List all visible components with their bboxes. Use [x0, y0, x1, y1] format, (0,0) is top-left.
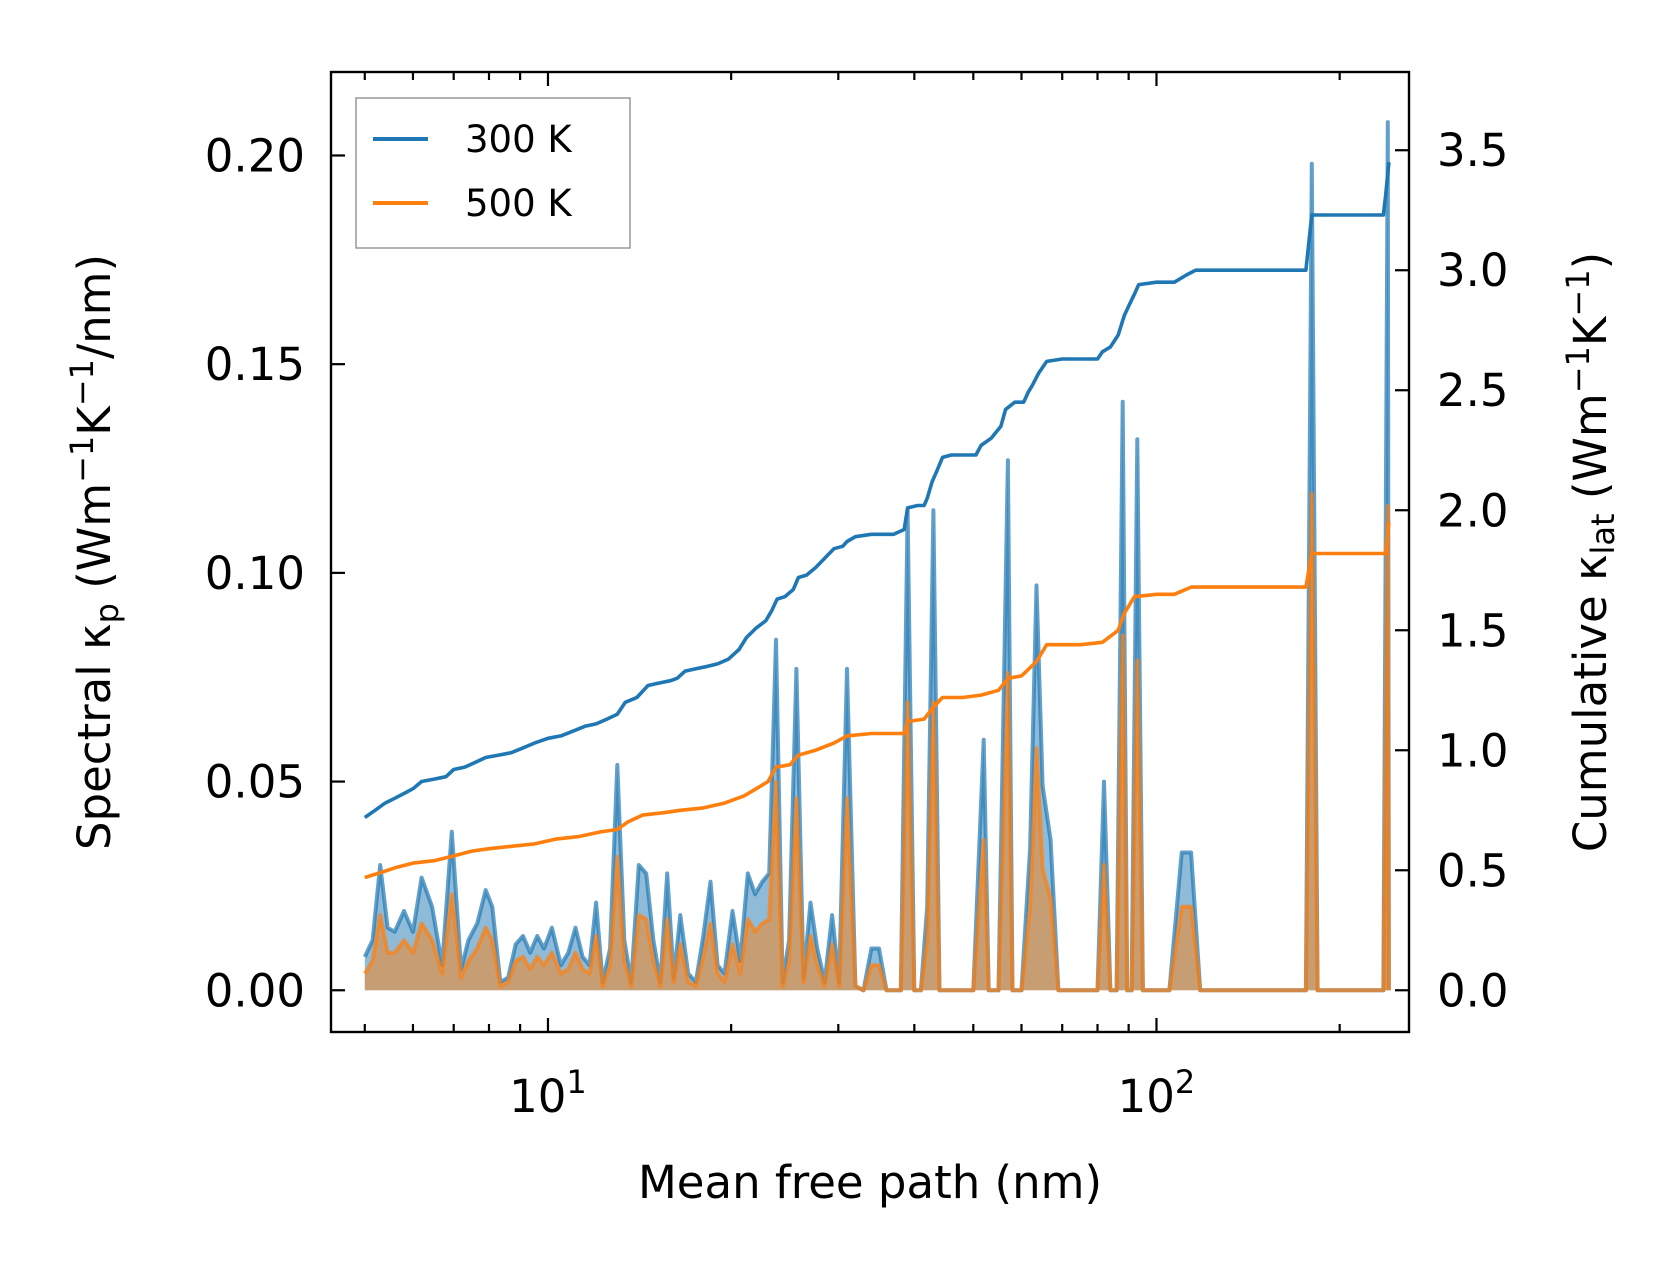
- left-y-tick-label: 0.10: [205, 547, 305, 600]
- legend-label-300k: 300 K: [465, 118, 573, 161]
- x-tick-label: 102: [1118, 1063, 1196, 1123]
- right-y-axis-label: Cumulative κlat (Wm−1K−1): [1559, 252, 1622, 852]
- x-tick-label: 101: [509, 1063, 587, 1123]
- right-y-tick-label: 1.5: [1437, 604, 1509, 657]
- right-y-tick-label: 0.5: [1437, 844, 1509, 897]
- left-y-tick-label: 0.05: [205, 756, 305, 809]
- right-y-tick-label: 1.0: [1437, 724, 1509, 777]
- legend-frame: [355, 97, 631, 249]
- plot-frame: [329, 70, 1411, 1034]
- ticks: 101 102 0.00 0.05 0.10 0.15 0.20 0.0 0.5 1.0 1.5 2.…: [205, 72, 1509, 1123]
- left-y-tick-label: 0.00: [205, 964, 305, 1017]
- left-y-tick-label: 0.20: [205, 129, 305, 182]
- cumulative-line-500-k: [364, 522, 1391, 880]
- right-y-tick-label: 3.5: [1437, 124, 1509, 177]
- right-y-tick-label: 3.0: [1437, 244, 1509, 297]
- legend-label-500k: 500 K: [465, 182, 573, 225]
- left-y-axis-label: Spectral κp (Wm−1K−1/nm): [63, 254, 126, 850]
- legend: 300 K 500 K: [355, 97, 631, 249]
- right-y-tick-label: 2.0: [1437, 484, 1509, 537]
- x-axis-label: Mean free path (nm): [638, 1156, 1102, 1209]
- left-y-tick-label: 0.15: [205, 338, 305, 391]
- right-y-tick-label: 2.5: [1437, 364, 1509, 417]
- spectral-line-500-k: [363, 491, 1391, 993]
- cumulative-line-300-k: [363, 162, 1391, 819]
- spectral-line-300-k: [362, 120, 1391, 993]
- plot-series: [362, 120, 1391, 993]
- right-y-tick-label: 0.0: [1437, 964, 1509, 1017]
